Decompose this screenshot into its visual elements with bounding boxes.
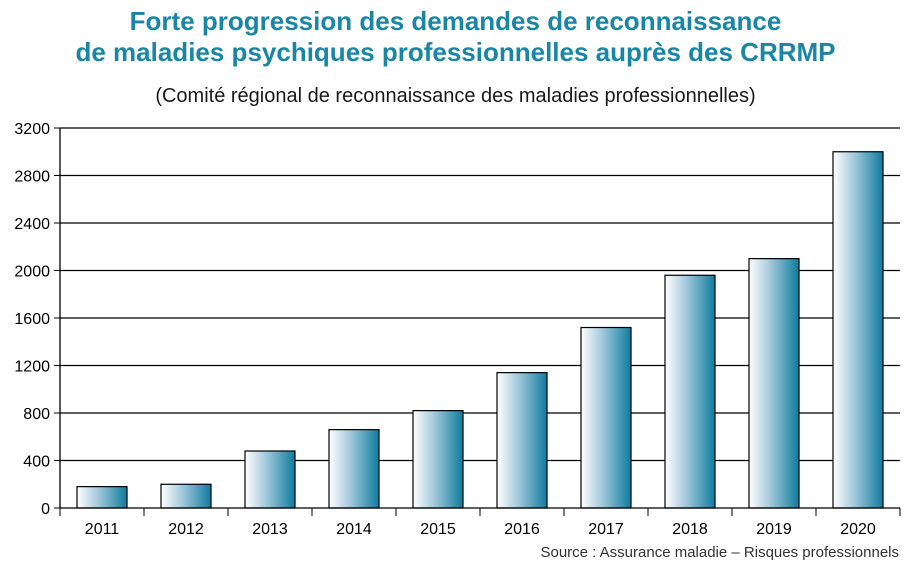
bar-2016	[496, 372, 548, 509]
y-tick-label: 2400	[14, 216, 50, 233]
bar-2020	[832, 151, 884, 509]
source-note: Source : Assurance maladie – Risques pro…	[540, 544, 899, 561]
x-axis-labels: 2011 2012 2013 2014 2015 2016 2017 2018 2019 2020	[59, 508, 901, 538]
bar-2014	[328, 429, 380, 509]
x-tick-label: 2014	[336, 521, 372, 538]
chart-title-line-2: de maladies psychiques professionnelles …	[75, 37, 836, 67]
y-tick-label: 0	[41, 501, 50, 518]
y-tick-label: 800	[23, 406, 50, 423]
x-tick-label: 2013	[252, 521, 288, 538]
y-tick-label: 400	[23, 454, 50, 471]
y-axis-labels: 0 400 800 1200 1600 2000 2400 2800 3200	[14, 121, 60, 518]
bar-2015	[412, 410, 464, 509]
x-tick-label: 2020	[840, 521, 876, 538]
y-tick-label: 2800	[14, 169, 50, 186]
bars	[76, 151, 884, 509]
x-tick-label: 2019	[756, 521, 792, 538]
x-tick-label: 2016	[504, 521, 540, 538]
x-tick-label: 2018	[672, 521, 708, 538]
bar-2019	[748, 258, 800, 509]
chart-title-line-1: Forte progression des demandes de reconn…	[129, 6, 782, 36]
y-tick-label: 3200	[14, 121, 50, 138]
x-tick-label: 2011	[85, 521, 120, 538]
x-tick-label: 2012	[168, 521, 204, 538]
bar-2017	[580, 326, 632, 509]
bar-2011	[76, 486, 128, 509]
x-tick-label: 2017	[588, 521, 624, 538]
y-tick-label: 2000	[14, 264, 50, 281]
chart-subtitle: (Comité régional de reconnaissance des m…	[155, 85, 756, 107]
x-tick-label: 2015	[420, 521, 456, 538]
bar-2012	[160, 483, 212, 509]
bar-2018	[664, 274, 716, 509]
y-tick-label: 1200	[14, 359, 50, 376]
y-tick-label: 1600	[14, 311, 50, 328]
bar-2013	[244, 450, 296, 509]
